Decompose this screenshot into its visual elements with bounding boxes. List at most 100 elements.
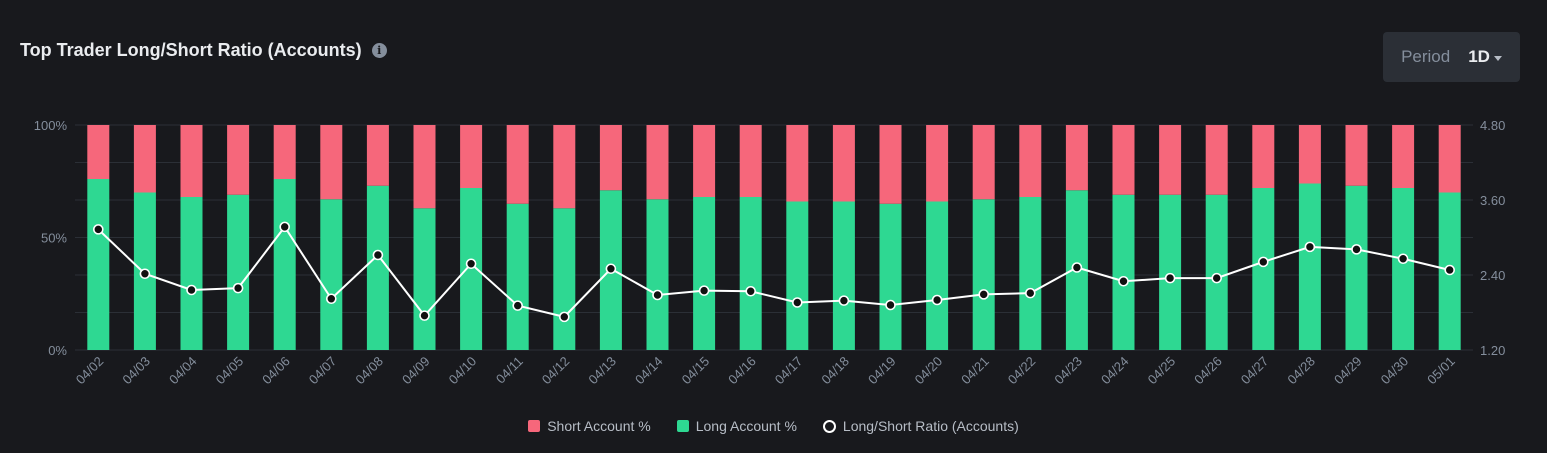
short-bar	[1298, 125, 1321, 184]
x-tick-label: 04/23	[1051, 354, 1085, 388]
ratio-point	[93, 224, 104, 235]
short-bar	[1392, 125, 1415, 188]
x-tick-label: 04/11	[493, 354, 526, 387]
x-tick-label: 04/25	[1145, 354, 1179, 388]
legend-item-ratio[interactable]: Long/Short Ratio (Accounts)	[822, 418, 1019, 434]
short-bar	[1112, 125, 1135, 195]
ratio-point	[838, 295, 850, 306]
x-tick-label: 04/26	[1191, 354, 1225, 388]
long-bar	[366, 185, 389, 350]
long-swatch-icon	[676, 420, 689, 432]
x-tick-label: 04/19	[865, 354, 899, 388]
x-tick-label: 04/14	[632, 354, 666, 388]
caret-down-icon	[1493, 55, 1502, 61]
long-bar	[926, 201, 949, 350]
short-bar	[1019, 125, 1042, 197]
legend-long-label: Long Account %	[695, 418, 797, 434]
x-tick-label: 04/22	[1005, 354, 1039, 388]
short-bar	[1438, 125, 1461, 193]
short-bar	[506, 125, 529, 204]
long-bar	[506, 203, 529, 350]
long-bar	[227, 194, 250, 350]
ratio-point	[931, 294, 943, 306]
ratio-point	[1164, 272, 1176, 284]
ratio-polyline	[97, 225, 1450, 318]
y-right-tick-label: 4.80	[1480, 118, 1505, 133]
y-axis-right: 1.20 2.40 3.60 4.80	[1480, 118, 1505, 358]
bars	[87, 125, 1461, 350]
x-tick-label: 04/04	[166, 354, 200, 388]
ratio-point	[652, 289, 663, 301]
short-bar	[1205, 125, 1228, 195]
x-tick-label: 04/07	[306, 354, 340, 388]
short-bar	[273, 125, 296, 179]
legend: Short Account % Long Account % Long/Shor…	[0, 418, 1547, 434]
short-swatch-icon	[528, 420, 541, 432]
legend-ratio-label: Long/Short Ratio (Accounts)	[842, 418, 1019, 434]
x-tick-label: 04/12	[539, 354, 573, 388]
y-right-tick-label: 3.60	[1480, 193, 1505, 208]
short-bar	[1345, 125, 1368, 186]
long-bar	[693, 197, 716, 350]
y-axis-left: 0% 50% 100%	[34, 118, 68, 358]
period-selector[interactable]: Period 1D	[1383, 32, 1520, 82]
short-bar	[832, 125, 855, 202]
y-left-tick-label: 100%	[34, 118, 68, 133]
legend-item-long[interactable]: Long Account %	[676, 418, 797, 434]
long-bar	[832, 201, 855, 350]
long-bar	[1252, 188, 1275, 350]
ratio-point	[232, 282, 244, 294]
y-right-tick-label: 1.20	[1480, 343, 1505, 358]
period-dropdown[interactable]: 1D	[1468, 47, 1502, 67]
ratio-point	[698, 285, 710, 296]
ratio-point	[139, 268, 151, 280]
short-bar	[180, 125, 203, 197]
ratio-point	[1071, 262, 1083, 273]
ratio-point	[791, 297, 803, 308]
ratio-point	[745, 285, 757, 297]
short-bar	[413, 125, 436, 209]
ratio-point	[605, 263, 617, 275]
x-tick-label: 04/21	[958, 354, 992, 388]
info-circle-icon[interactable]: i	[371, 43, 387, 58]
short-bar	[1252, 125, 1275, 188]
short-bar	[739, 125, 762, 197]
x-tick-label: 04/13	[585, 354, 619, 388]
long-bar	[1205, 194, 1228, 350]
legend-item-short[interactable]: Short Account %	[528, 418, 651, 434]
ratio-point	[558, 311, 570, 323]
short-bar	[553, 125, 576, 209]
short-bar	[972, 125, 995, 200]
long-bar	[1392, 188, 1415, 350]
period-label: Period	[1401, 47, 1451, 66]
y-right-tick-label: 2.40	[1480, 268, 1505, 283]
long-short-chart: 0%50%100% 1.202.403.604.80 04/02 04/03 04/…	[34, 118, 1506, 388]
short-bar	[1159, 125, 1182, 195]
ratio-line	[93, 221, 1455, 323]
chart-title-row: Top Trader Long/Short Ratio (Accounts) i	[20, 40, 387, 61]
ratio-point	[1211, 272, 1222, 284]
legend-short-label: Short Account %	[547, 418, 651, 434]
ratio-point	[279, 221, 291, 233]
x-tick-label: 04/29	[1331, 354, 1365, 388]
ratio-point	[1118, 275, 1129, 287]
ratio-point	[186, 284, 197, 296]
ratio-point	[1304, 241, 1316, 253]
x-tick-label: 04/28	[1284, 354, 1318, 388]
x-tick-label: 04/20	[912, 354, 946, 388]
y-left-tick-label: 50%	[41, 231, 67, 246]
x-tick-label: 04/17	[772, 354, 806, 388]
x-axis: 04/02 04/03 04/04 04/05 04/06 04/07 04/08 04/09…	[73, 354, 1458, 388]
long-bar	[273, 179, 296, 350]
x-tick-label: 04/05	[213, 354, 247, 388]
short-bar	[460, 125, 483, 188]
x-tick-label: 04/10	[446, 354, 480, 388]
short-bar	[693, 125, 716, 197]
x-tick-label: 04/30	[1378, 354, 1412, 388]
long-bar	[739, 197, 762, 350]
short-bar	[320, 125, 343, 200]
long-bar	[972, 199, 995, 350]
ratio-point	[1351, 244, 1362, 255]
x-tick-label: 04/02	[73, 354, 107, 388]
ratio-point	[419, 310, 430, 321]
